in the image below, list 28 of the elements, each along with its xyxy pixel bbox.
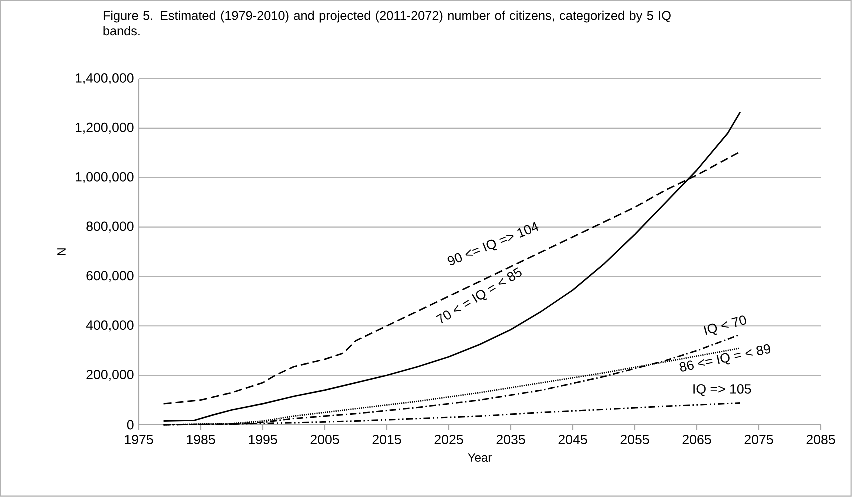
y-tick-label: 200,000 <box>86 370 134 382</box>
y-tick-label: 1,000,000 <box>76 172 134 184</box>
y-tick-label: 400,000 <box>86 320 134 332</box>
x-tick-label: 1985 <box>187 435 216 444</box>
x-tick-label: 2025 <box>434 435 464 444</box>
text: IQ < 70 <box>704 316 746 336</box>
x-tick-label: 2065 <box>682 435 712 444</box>
x-tick-label: 2045 <box>558 435 588 444</box>
x-tick-label: 2085 <box>806 435 836 444</box>
x-tick-label: 2015 <box>372 435 402 444</box>
y-tick-label: 1,200,000 <box>76 122 134 134</box>
y-tick-label: 1,400,000 <box>76 74 134 85</box>
y-axis-title: N <box>58 248 66 256</box>
x-axis-title: Year <box>468 454 492 462</box>
text: 86 <= IQ = < 89 <box>680 344 771 372</box>
series-label: IQ => 105 <box>694 384 752 396</box>
x-tick-label: 2005 <box>310 435 340 444</box>
y-tick-label: 0 <box>127 420 134 430</box>
x-tick-label: 1995 <box>249 435 278 444</box>
text: 90 <= IQ => 104 <box>448 222 539 266</box>
x-tick-label: 2075 <box>744 435 774 444</box>
y-tick-label: 800,000 <box>86 222 134 233</box>
x-tick-label: 1975 <box>125 435 154 444</box>
y-tick-label: 600,000 <box>86 271 134 282</box>
text: 70 < = IQ = < 85 <box>436 268 522 324</box>
x-tick-label: 2035 <box>496 435 526 444</box>
chart-title: Figure 5. Estimated (1979-2010) and projected (2011-2072) number of citizens, categorized by 5 IQ bands. <box>104 10 671 36</box>
x-tick-label: 2055 <box>620 435 650 444</box>
